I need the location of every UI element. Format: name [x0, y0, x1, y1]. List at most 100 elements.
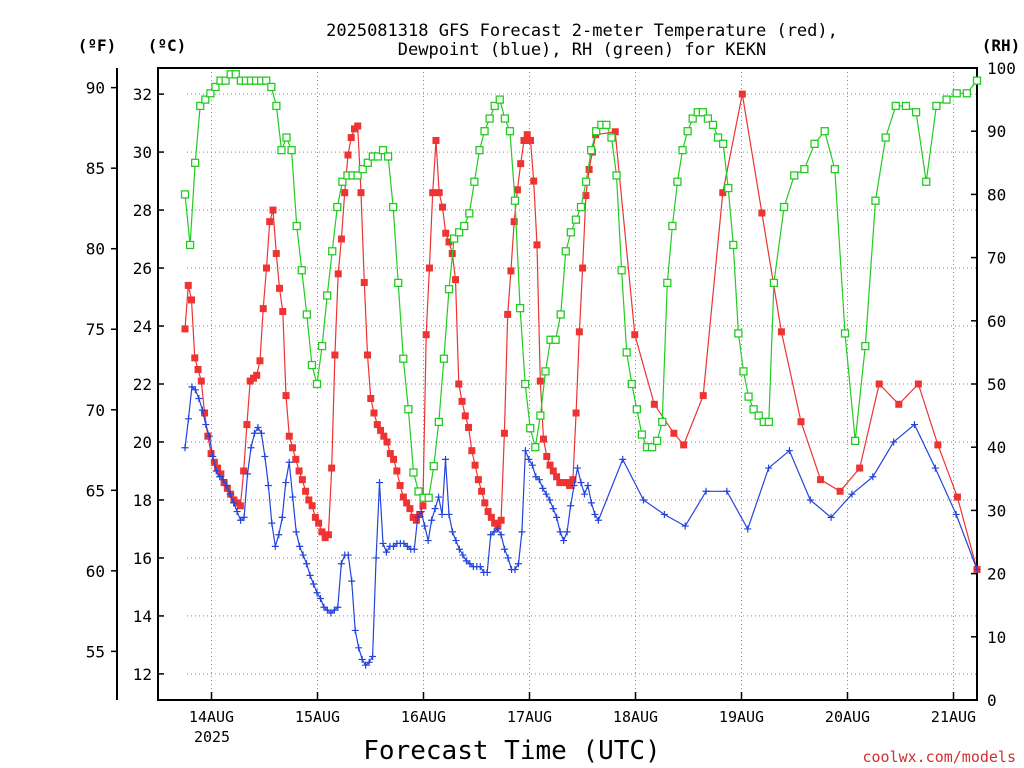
fahrenheit-tick-label: 90 [86, 79, 105, 98]
x-year-label: 2025 [194, 728, 230, 746]
rh-point [861, 341, 870, 351]
rh-point [505, 127, 515, 136]
temperature-point [536, 377, 544, 385]
celsius-tick-label: 12 [133, 665, 152, 684]
rh-point [439, 354, 449, 363]
temperature-point [328, 464, 336, 472]
dewpoint-point [511, 566, 519, 574]
rh-tick-label: 20 [987, 565, 1006, 584]
temperature-point [526, 136, 534, 144]
celsius-tick-label: 26 [133, 259, 152, 278]
rh-point [581, 177, 591, 186]
dewpoint-point [518, 528, 526, 536]
temperature-point [399, 493, 407, 501]
temperature-point [481, 499, 489, 507]
temperature-point [292, 455, 300, 463]
celsius-tick-label: 22 [133, 375, 152, 394]
rh-tick-label: 100 [987, 59, 1016, 78]
temperature-point [419, 502, 427, 510]
rh-point [612, 171, 621, 180]
temperature-point [836, 487, 844, 495]
rh-point [658, 417, 667, 427]
temperature-point [181, 325, 189, 333]
dewpoint-point [344, 551, 352, 559]
celsius-unit-label: (ºC) [148, 36, 187, 55]
x-tick-label: 21AUG [931, 708, 976, 726]
dewpoint-point [528, 461, 536, 469]
rh-point [724, 183, 733, 193]
rh-point [602, 120, 611, 130]
rh-point [307, 360, 317, 370]
rh-point [830, 164, 839, 174]
dewpoint-point [973, 566, 981, 574]
temperature-point [337, 235, 345, 243]
temperature-point [445, 238, 453, 246]
rh-point [901, 101, 911, 111]
dewpoint-point [271, 542, 279, 550]
temperature-point [393, 467, 401, 475]
dewpoint-point [202, 421, 210, 429]
rh-point [191, 158, 200, 167]
rh-point [409, 468, 418, 477]
temperature-point [513, 186, 521, 194]
dewpoint-point [765, 464, 773, 472]
credit-link[interactable]: coolwx.com/models [862, 748, 1016, 766]
rh-point [460, 221, 469, 231]
rh-point [363, 158, 372, 167]
temperature-point [543, 452, 551, 460]
dewpoint-point [313, 589, 321, 597]
temperature-point [276, 284, 284, 292]
temperature-point [895, 400, 903, 408]
dewpoint-point [459, 551, 467, 559]
rh-unit-label: (RH) [982, 36, 1021, 55]
dewpoint-point [681, 522, 689, 530]
rh-point [480, 127, 489, 136]
rh-point [881, 133, 890, 142]
dewpoint-point [535, 476, 543, 484]
temperature-point [360, 279, 368, 287]
dewpoint-point [428, 516, 436, 524]
dewpoint-point [278, 513, 286, 521]
rh-point [663, 278, 672, 288]
dewpoint-point [504, 554, 512, 562]
dewpoint-point [455, 545, 463, 553]
temperature-point [364, 351, 372, 359]
rh-point [587, 146, 596, 155]
rh-point [424, 493, 433, 502]
temperature-point [341, 189, 349, 197]
temperature-point [478, 487, 486, 495]
rh-point [972, 76, 982, 85]
rh-point [449, 234, 459, 243]
dewpoint-point [494, 525, 502, 533]
dewpoint-point [285, 458, 293, 466]
series-line-dewpoint [184, 385, 978, 667]
dewpoint-point [223, 481, 231, 489]
celsius-tick-label: 24 [133, 317, 152, 336]
dewpoint-point [827, 513, 835, 521]
rh-point [617, 266, 626, 275]
temperature-point [266, 218, 274, 226]
rh-point [779, 202, 789, 212]
rh-point [703, 114, 713, 123]
dewpoint-point [230, 499, 238, 507]
rh-point [551, 335, 560, 344]
temperature-point [934, 441, 942, 449]
rh-point [500, 114, 509, 123]
dewpoint-point [445, 510, 453, 518]
series-dewpoint [181, 383, 981, 669]
rh-point [531, 443, 540, 452]
dewpoint-point [205, 432, 213, 440]
dewpoint-point [250, 429, 258, 437]
fahrenheit-tick-label: 75 [86, 320, 105, 339]
rh-point [373, 152, 383, 161]
temperature-point [425, 264, 433, 272]
temperature-point [305, 496, 313, 504]
temperature-point [220, 479, 228, 487]
temperature-point [582, 192, 590, 200]
rh-point [962, 89, 971, 98]
grid-lines [187, 68, 977, 700]
rh-point [510, 196, 520, 205]
fahrenheit-tick-label: 80 [86, 240, 105, 259]
rh-point [328, 247, 337, 256]
temperature-point [377, 426, 385, 434]
